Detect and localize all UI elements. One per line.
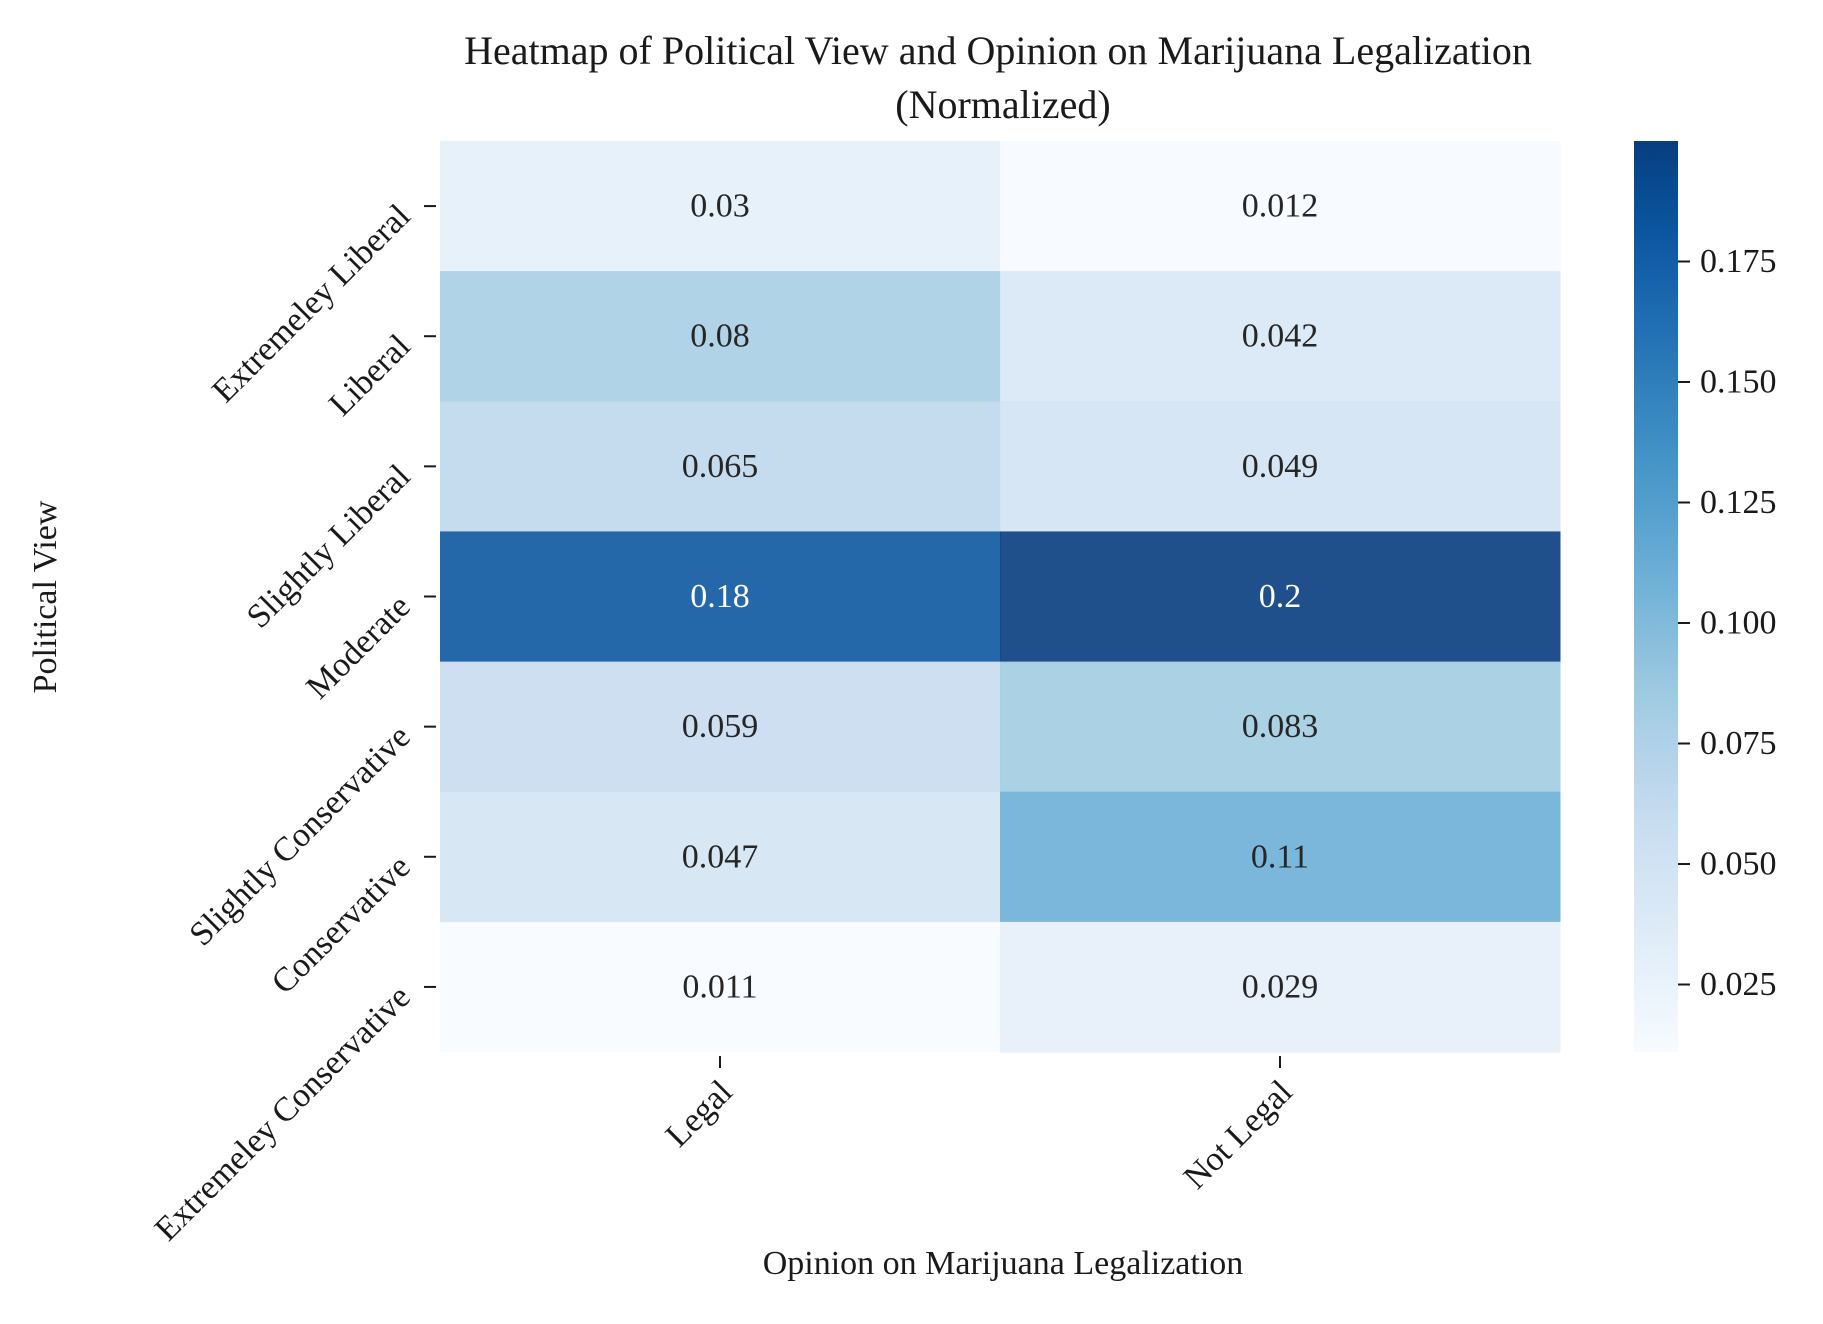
heatmap-cell xyxy=(1000,271,1561,402)
heatmap-cell-value: 0.029 xyxy=(1242,968,1319,1005)
colorbar-tick-label: 0.150 xyxy=(1700,364,1777,401)
chart-title: Heatmap of Political View and Opinion on… xyxy=(464,28,1542,127)
colorbar-tick-label: 0.175 xyxy=(1700,243,1777,280)
heatmap-cell xyxy=(1000,921,1561,1053)
colorbar-tick-label: 0.075 xyxy=(1700,725,1777,762)
heatmap-cell-value: 0.011 xyxy=(682,968,757,1005)
x-tick-label: Legal xyxy=(659,1073,740,1154)
heatmap-cell xyxy=(1000,791,1561,923)
heatmap-cell-value: 0.08 xyxy=(690,318,750,355)
heatmap-cell-value: 0.18 xyxy=(690,578,750,615)
colorbar-tick-label: 0.125 xyxy=(1700,484,1777,521)
heatmap-cell-value: 0.059 xyxy=(682,708,759,745)
heatmap-cell-value: 0.083 xyxy=(1242,708,1319,745)
x-axis-label: Opinion on Marijuana Legalization xyxy=(763,1245,1244,1282)
colorbar-tick-label: 0.100 xyxy=(1700,605,1777,642)
heatmap-cell xyxy=(1000,531,1561,663)
heatmap-cell-value: 0.03 xyxy=(690,188,750,225)
y-tick-label: Slightly Conservative xyxy=(182,718,417,953)
colorbar-tick-label: 0.050 xyxy=(1700,846,1777,883)
heatmap-cell xyxy=(1000,661,1561,793)
x-tick-label: Not Legal xyxy=(1177,1073,1300,1196)
heatmap-cell-value: 0.2 xyxy=(1259,578,1302,615)
chart-title-line-1: Heatmap of Political View and Opinion on… xyxy=(464,28,1532,73)
chart-title-line-2: (Normalized) xyxy=(895,82,1110,127)
y-tick-label: Extremeley Conservative xyxy=(148,978,418,1248)
heatmap-cell xyxy=(440,661,1001,793)
colorbar-ticks: 0.025 0.050 0.075 0.100 0.125 0.150 0.175 xyxy=(1678,243,1777,1003)
x-axis-ticks: Legal Not Legal xyxy=(659,1056,1300,1196)
heatmap-cell-labels: 0.03 0.012 0.08 0.042 0.065 0.049 0.18 0.2 0.059… xyxy=(682,188,1319,1006)
heatmap-cell xyxy=(440,531,1001,663)
heatmap-cell-value: 0.042 xyxy=(1242,318,1319,355)
heatmap-cell-value: 0.012 xyxy=(1242,188,1319,225)
heatmap-cells xyxy=(440,141,1561,1053)
heatmap-cell xyxy=(1000,141,1561,272)
heatmap-cell-value: 0.047 xyxy=(682,838,759,875)
y-tick-label: Moderate xyxy=(299,588,417,706)
heatmap-cell xyxy=(440,401,1001,532)
heatmap-cell-value: 0.11 xyxy=(1251,838,1309,875)
heatmap-cell xyxy=(440,921,1001,1053)
heatmap-cell-value: 0.065 xyxy=(682,448,759,485)
colorbar-tick-label: 0.025 xyxy=(1700,966,1777,1003)
y-axis-label: Political View xyxy=(27,500,64,693)
y-tick-label: Liberal xyxy=(322,328,418,424)
heatmap-cell-value: 0.049 xyxy=(1242,448,1319,485)
heatmap-cell xyxy=(1000,401,1561,532)
heatmap-cell xyxy=(440,791,1001,923)
colorbar xyxy=(1634,141,1678,1052)
heatmap-cell xyxy=(440,271,1001,402)
heatmap-cell xyxy=(440,141,1001,272)
